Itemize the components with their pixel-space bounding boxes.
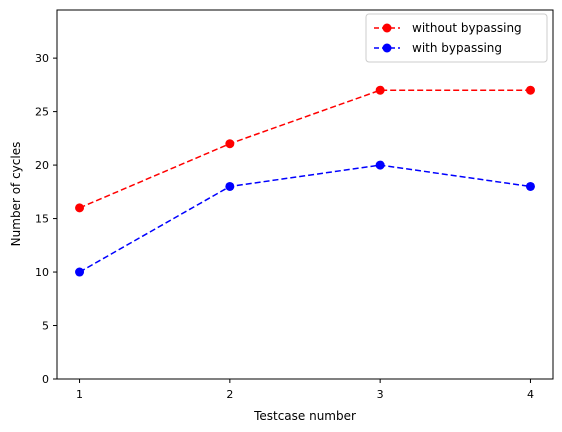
y-tick-label: 30	[35, 52, 49, 65]
data-point	[75, 267, 85, 277]
legend-item: without bypassing	[374, 21, 522, 35]
series-1	[75, 85, 535, 213]
x-tick-label: 2	[226, 388, 233, 401]
y-tick-label: 25	[35, 106, 49, 119]
data-point	[525, 85, 535, 95]
data-point	[375, 160, 385, 170]
y-tick-label: 20	[35, 159, 49, 172]
legend-marker	[382, 23, 392, 33]
plot-area	[56, 9, 554, 380]
series-layer	[75, 85, 535, 277]
y-tick-label: 5	[42, 320, 49, 333]
y-tick-label: 10	[35, 266, 49, 279]
y-tick-label: 0	[42, 373, 49, 386]
y-axis-ticks: 0 5 10 15 20 25 30	[35, 52, 57, 386]
data-point	[75, 203, 85, 213]
data-point	[225, 181, 235, 191]
legend-label: without bypassing	[412, 21, 522, 35]
y-axis-label: Number of cycles	[9, 142, 23, 247]
x-tick-label: 3	[377, 388, 384, 401]
series-2	[75, 160, 535, 277]
x-axis-ticks: 1 2 3 4	[76, 379, 534, 401]
y-tick-label: 15	[35, 213, 49, 226]
data-point	[225, 139, 235, 149]
legend-marker	[382, 43, 392, 53]
legend: without bypassing with bypassing	[365, 13, 548, 63]
x-tick-label: 1	[76, 388, 83, 401]
x-tick-label: 4	[527, 388, 534, 401]
data-point	[375, 85, 385, 95]
series-line	[79, 164, 531, 273]
legend-label: with bypassing	[412, 41, 502, 55]
data-point	[525, 181, 535, 191]
legend-box	[365, 13, 548, 63]
x-axis-label: Testcase number	[253, 409, 356, 423]
series-line	[79, 89, 531, 209]
legend-item: with bypassing	[374, 41, 502, 55]
